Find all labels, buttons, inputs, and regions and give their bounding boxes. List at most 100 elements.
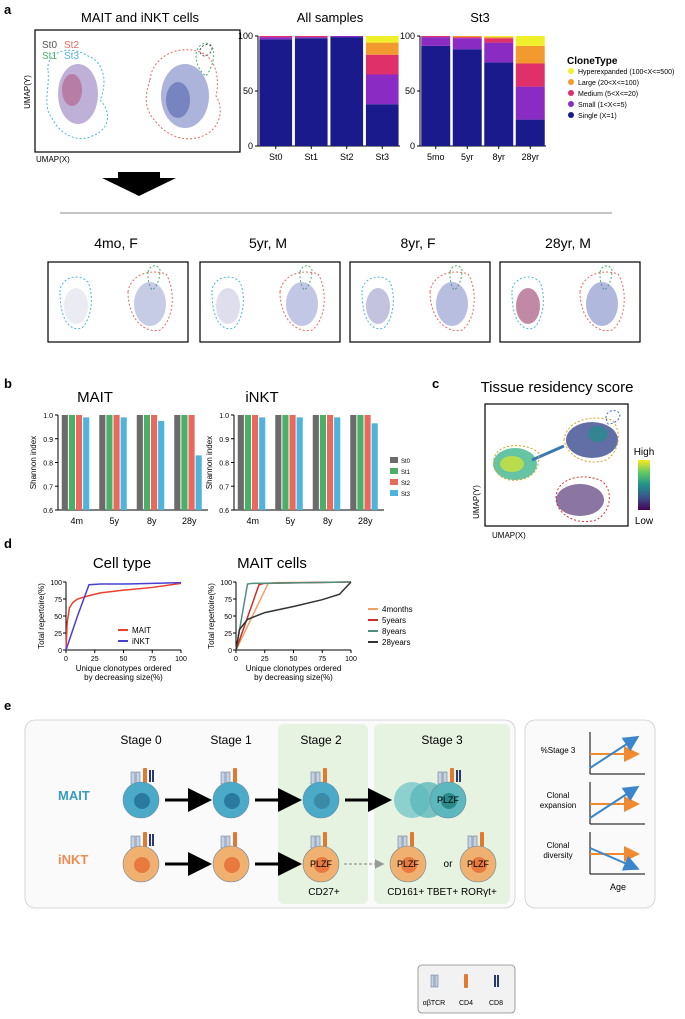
cluster-label-st2: St2 [64, 40, 79, 51]
cd4-icon [410, 832, 414, 847]
trend-down-arrow-icon [589, 847, 640, 871]
x-tick-label: 0 [234, 656, 238, 663]
trend-up-arrow-icon [589, 735, 640, 769]
tissue-ylabel: UMAP(Y) [472, 485, 481, 519]
plzf-label: PLZF [437, 795, 460, 805]
x-tick-label: 75 [148, 656, 156, 663]
cd4-icon [143, 832, 147, 847]
cd8-icon [152, 770, 154, 782]
bar-segment [515, 36, 545, 46]
y-tick-label: 0 [228, 648, 232, 655]
bar [158, 420, 165, 510]
y-tick-label: 0 [248, 141, 253, 151]
bar [174, 415, 181, 510]
bar [136, 415, 143, 510]
cell-nucleus [134, 857, 150, 873]
cluster-outline-st1 [147, 265, 161, 291]
bar [364, 415, 371, 510]
bar-segment [294, 38, 328, 147]
bar-segment [515, 119, 545, 146]
row-label-inkt: iNKT [58, 852, 88, 867]
cluster-label-st3: St3 [64, 51, 79, 62]
umap-ylabel: UMAP(Y) [23, 75, 32, 109]
x-tick-label: 75 [318, 656, 326, 663]
cluster-outline-st3 [511, 276, 544, 330]
panel-letter-b: b [4, 376, 12, 391]
y-tick-label: 100 [238, 31, 253, 41]
legend-swatch [568, 90, 574, 96]
main-umap: St0 St2 St1 St3 [34, 29, 241, 153]
x-tick-label: 4m [246, 516, 259, 526]
legend-label: St3 [401, 492, 411, 498]
chart-mait-shannon: 0.6 0.7 0.8 0.9 1.0 Shannon index 4m 5y 8y 28y [29, 413, 208, 526]
trend-label: %Stage 3 [541, 746, 576, 755]
x-tick-label: St2 [340, 152, 354, 162]
cell-density [216, 288, 240, 324]
key-label: αβTCR [423, 1000, 445, 1007]
receptor-key [417, 964, 516, 1014]
x-tick-label: 5mo [427, 152, 445, 162]
cd4-icon [480, 832, 484, 847]
y-axis-label: Shannon index [29, 436, 38, 489]
colorbar-high-label: High [634, 447, 655, 458]
cd4-icon [233, 832, 237, 847]
series-line [235, 581, 352, 651]
chart-maitcells-cumulative: 0 25 50 75 100 0 25 50 75 100 Total repertoire(%) U… [207, 580, 413, 682]
cluster-outline-st1 [599, 265, 613, 291]
legend-swatch [568, 112, 574, 118]
y-tick-label: 75 [54, 597, 62, 604]
y-tick-label: 100 [400, 31, 415, 41]
stage-header: Stage 0 [120, 733, 162, 747]
x-tick-label: 25 [261, 656, 269, 663]
stage-header: Stage 2 [300, 733, 342, 747]
cd4-icon [233, 768, 237, 783]
y-tick-label: 0.8 [219, 461, 229, 468]
y-tick-label: 50 [243, 86, 253, 96]
bar [195, 455, 202, 510]
bar-segment [294, 37, 328, 39]
bar-segment [259, 36, 293, 38]
legend-swatch [390, 468, 398, 474]
bar-segment [484, 42, 514, 63]
cell-density [286, 282, 318, 326]
y-tick-label: 75 [224, 597, 232, 604]
y-tick-label: 100 [50, 580, 62, 587]
y-tick-label: 0.8 [43, 461, 53, 468]
cluster-outline-st3 [59, 276, 92, 330]
x-tick-label: 4m [70, 516, 83, 526]
y-tick-label: 25 [224, 631, 232, 638]
trend-label: diversity [543, 851, 572, 860]
x-axis-label-line1: Unique clonotypes ordered [246, 664, 342, 673]
x-tick-label: 5y [109, 516, 119, 526]
cluster-outline-st3 [46, 49, 108, 140]
y-axis-label: Total repertoire(%) [207, 583, 216, 649]
cluster-outline-st1 [299, 265, 313, 291]
bar-segment [421, 36, 451, 38]
bar [244, 415, 251, 510]
chart-all-samples-title: All samples [297, 10, 364, 25]
cd4-icon [143, 768, 147, 783]
bar-segment [515, 45, 545, 64]
bar-segment [515, 63, 545, 87]
plzf-label: PLZF [467, 859, 490, 869]
bar-segment [484, 36, 514, 38]
chart-st3: 0 50 100 5mo 5yr 8yr 28yr [400, 31, 546, 162]
bar [350, 415, 357, 510]
chart-st3-title: St3 [470, 10, 490, 25]
bar [181, 415, 188, 510]
x-tick-label: 50 [290, 656, 298, 663]
bar-segment [365, 54, 399, 75]
bar [237, 415, 244, 510]
y-tick-label: 50 [54, 614, 62, 621]
cluster-outline-st2 [279, 271, 325, 332]
or-label: or [444, 859, 454, 870]
x-axis-label-line2: by decreasing size(%) [84, 673, 163, 682]
y-tick-label: 0.6 [43, 508, 53, 515]
x-tick-label: 5y [285, 516, 295, 526]
tcr-key-icon [434, 974, 439, 988]
cell-nucleus [134, 793, 150, 809]
x-tick-label: St0 [269, 152, 283, 162]
y-tick-label: 25 [54, 631, 62, 638]
bar-segment [452, 38, 482, 50]
